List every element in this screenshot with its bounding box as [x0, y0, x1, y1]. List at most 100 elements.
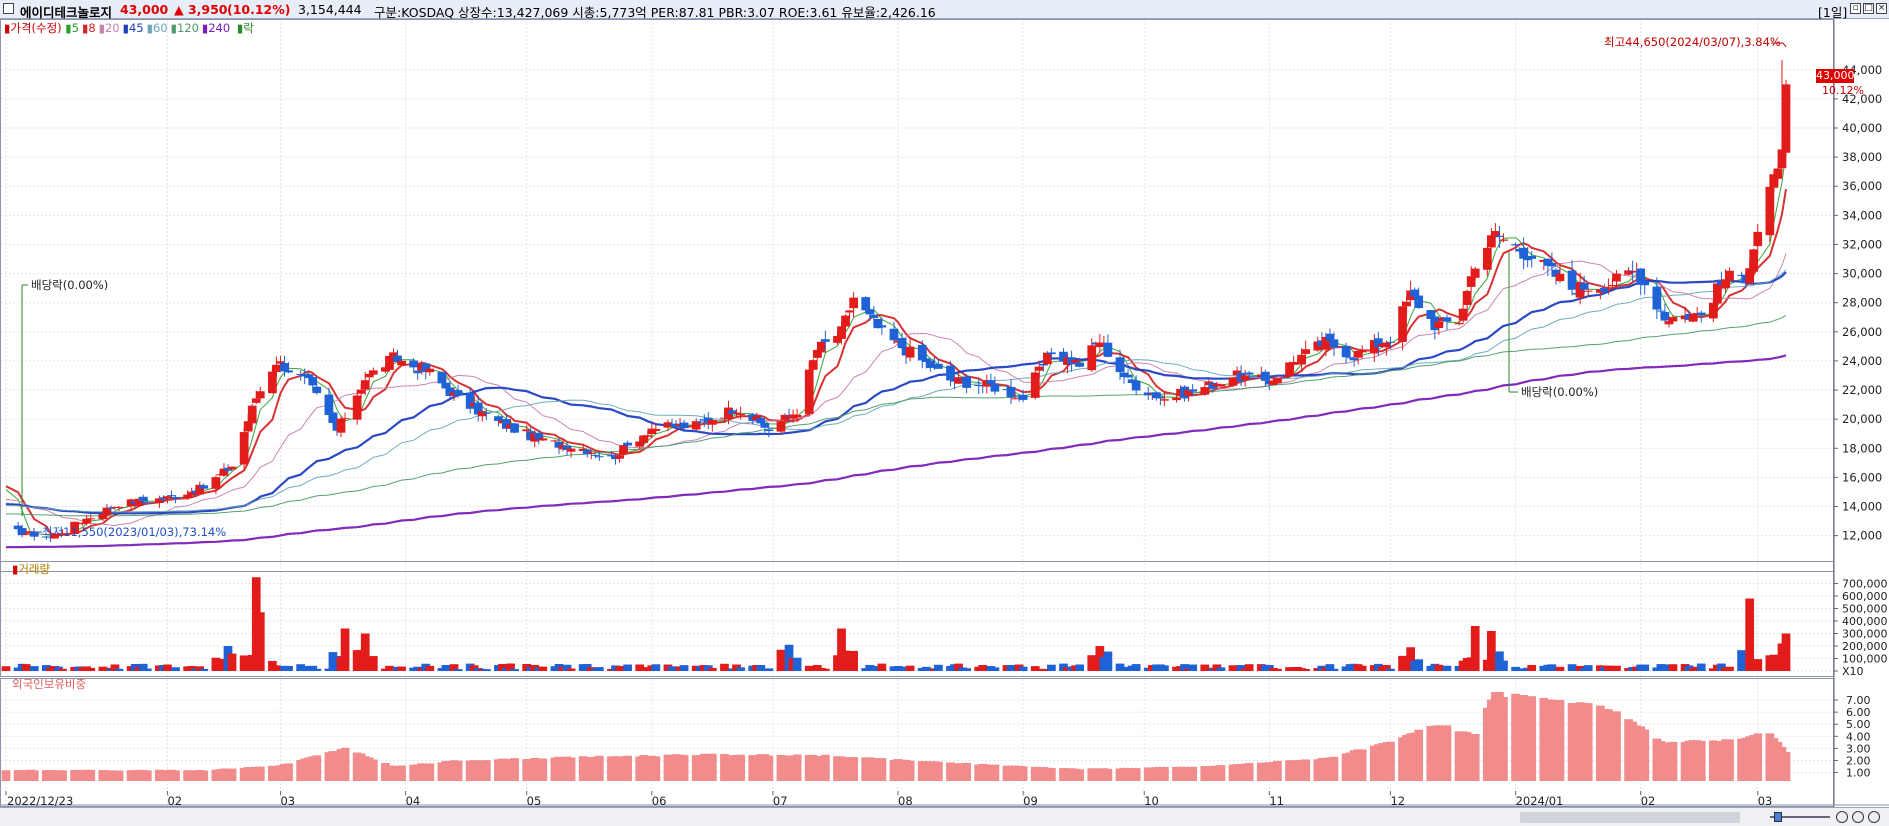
candle-body — [1434, 321, 1444, 329]
candle-body — [1636, 268, 1646, 285]
candle-body — [1345, 357, 1355, 359]
volume-bar — [1075, 664, 1085, 671]
restore-icon[interactable]: ▫ — [1850, 3, 1861, 14]
legend-ma-marker: ▮ — [122, 21, 129, 35]
price-tick-label: 36,000 — [1842, 179, 1882, 193]
legend-ma-marker: ▮ — [146, 21, 153, 35]
candle-body — [1491, 231, 1500, 238]
menu-icon[interactable] — [3, 3, 14, 14]
candle-body — [1543, 258, 1553, 266]
candle-body — [58, 533, 67, 535]
date-tick-label: 12 — [1390, 794, 1405, 807]
legend-ma-marker: ▮ — [170, 21, 177, 35]
legend-ma-60: 60 — [152, 21, 168, 35]
foreign-ratio-bar — [481, 760, 491, 781]
volume-bar — [163, 664, 172, 671]
candle-body — [272, 364, 281, 372]
candle-body — [70, 521, 79, 534]
volume-bar — [784, 644, 794, 671]
candle-body — [764, 429, 774, 432]
volume-bar — [453, 669, 463, 671]
foreign-ratio-bar — [312, 755, 322, 781]
candle-body — [340, 418, 350, 420]
candle-body — [934, 363, 943, 369]
foreign-ratio-bar — [1273, 760, 1282, 781]
candle-body — [312, 386, 322, 394]
horizontal-scrollbar[interactable] — [1520, 812, 1740, 823]
volume-bar — [368, 656, 378, 671]
candle-body — [1103, 342, 1113, 357]
candle-body — [760, 422, 770, 428]
candle-body — [102, 507, 112, 516]
date-tick-label: 03 — [1758, 794, 1773, 807]
volume-tick-label: 300,000 — [1842, 628, 1888, 641]
volume-bar — [1357, 665, 1367, 671]
candle-body — [954, 377, 963, 384]
low-label: 최저11,550(2023/01/03),73.14% — [42, 525, 226, 539]
candle-body — [1043, 352, 1052, 365]
volume-bar — [296, 664, 306, 671]
candle-body — [728, 410, 737, 415]
candle-body — [707, 419, 717, 425]
candle-body — [1725, 270, 1734, 281]
chart-area[interactable]: 12,000 14,000 16,000 18,000 20,000 22,000 24,0… — [0, 19, 1889, 807]
candle-body — [183, 494, 192, 499]
candle-body — [679, 422, 689, 428]
date-tick-label: 02 — [167, 794, 182, 807]
candle-body — [1184, 389, 1193, 396]
candle-body — [651, 428, 661, 431]
slider-thumb[interactable] — [1774, 812, 1782, 822]
zoom-reset-icon[interactable] — [1868, 811, 1880, 823]
period-selector[interactable]: [1일] — [1818, 5, 1848, 20]
zoom-out-icon[interactable] — [1836, 811, 1848, 823]
zoom-slider[interactable] — [1770, 811, 1830, 823]
candle-body — [1398, 306, 1407, 342]
candle-body — [534, 433, 544, 440]
candle-body — [635, 441, 645, 447]
candle-body — [1656, 310, 1666, 312]
volume-bar — [1442, 665, 1452, 671]
foreign-ratio-bar — [905, 760, 915, 781]
foreign-tick-label: 6.00 — [1846, 706, 1871, 719]
candle-body — [360, 380, 370, 390]
date-tick-label: 07 — [773, 794, 788, 807]
candle-body — [1688, 314, 1698, 322]
zoom-in-icon[interactable] — [1852, 811, 1864, 823]
foreign-ratio-bar — [58, 770, 67, 781]
candle-body — [142, 502, 152, 504]
candle-body — [990, 384, 1000, 392]
foreign-ratio-bar — [1329, 756, 1339, 781]
volume-bar — [272, 665, 281, 671]
candle-body — [21, 533, 31, 535]
volume-bar — [1180, 664, 1189, 671]
volume-bar — [1583, 665, 1593, 671]
volume-bar — [340, 628, 350, 671]
candle-body — [1260, 371, 1270, 381]
bottom-toolbar — [0, 807, 1889, 826]
candle-body — [925, 360, 935, 368]
volume-bar — [707, 667, 717, 671]
candle-body — [837, 326, 846, 339]
candle-body — [732, 412, 741, 414]
volume-bar — [538, 666, 548, 671]
candle-body — [356, 389, 366, 394]
high-marker — [1771, 42, 1787, 48]
candle-body — [695, 421, 705, 423]
candle-body — [1071, 359, 1080, 363]
foreign-ratio-bar — [1301, 759, 1311, 781]
candle-body — [368, 370, 378, 375]
candle-body — [1410, 289, 1420, 297]
foreign-title-text: 외국인보유비중 — [12, 677, 87, 691]
foreign-ratio-bar — [1640, 729, 1650, 781]
volume-bar — [360, 633, 370, 671]
maximize-icon[interactable]: □ — [1863, 3, 1874, 14]
stock-name: 에이디테크놀로지 — [20, 5, 113, 20]
foreign-ratio-bar — [1612, 711, 1621, 781]
candle-body — [1357, 350, 1367, 353]
price-change-pct: (10.12%) — [227, 2, 291, 17]
candle-body — [865, 309, 875, 315]
close-icon[interactable]: × — [1876, 3, 1887, 14]
volume-title-text: 거래량 — [18, 562, 51, 576]
candle-body — [247, 405, 257, 424]
volume-bar — [877, 663, 887, 671]
